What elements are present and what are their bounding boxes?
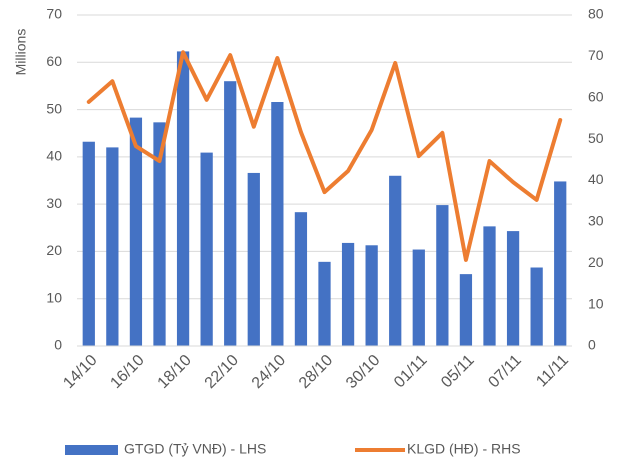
y-tick-label: 70 [46,6,62,22]
y-tick-label: 0 [54,337,62,353]
x-tick-label: 14/10 [60,352,100,392]
bar [459,274,473,346]
bar [412,249,425,346]
y2-tick-label: 60 [588,88,604,104]
bar [294,212,308,346]
bar [247,172,260,346]
y-tick-label: 50 [46,100,62,116]
bar [389,175,402,346]
y2-tick-label: 50 [588,130,604,146]
bar [200,152,213,346]
x-tick-label: 22/10 [202,352,242,392]
bar [82,141,95,346]
x-tick-label: 30/10 [343,352,383,392]
bar [106,147,119,346]
y-tick-label: 30 [46,195,62,211]
x-tick-label: 18/10 [155,352,195,392]
y2-tick-label: 20 [588,254,604,270]
line [86,50,563,262]
x-tick-label: 05/11 [438,352,478,392]
bar [483,226,496,346]
y2-tick-label: 10 [588,295,604,311]
bar [506,231,520,346]
bar [271,102,284,347]
y2-tick-label: 30 [588,213,604,229]
bar [153,122,166,347]
x-tick-label: 28/10 [296,352,336,392]
bar [554,181,567,346]
y-tick-label: 10 [46,289,62,305]
bar [129,117,143,346]
bar [341,242,355,346]
x-tick-label: 07/11 [485,352,525,392]
legend-swatch [65,445,118,455]
x-tick-label: 16/10 [107,352,147,392]
bar [530,267,543,346]
y2-tick-label: 70 [588,47,604,63]
y-axis-label: Millions [13,29,29,76]
x-tick-label: 01/11 [391,352,431,392]
legend-label: GTGD (Tỷ VNĐ) - LHS [124,441,266,457]
bar [436,205,449,346]
bar [176,51,190,346]
x-tick-label: 11/11 [533,352,572,391]
legend-label: KLGD (HĐ) - RHS [407,441,521,457]
y2-tick-label: 80 [588,6,604,22]
bar [224,81,237,346]
x-tick-label: 24/10 [249,352,289,392]
y2-tick-label: 40 [588,171,604,187]
y2-tick-label: 0 [588,337,596,353]
bar [365,245,378,346]
bar [318,261,331,346]
y-tick-label: 20 [46,242,62,258]
y-tick-label: 40 [46,148,62,164]
y-tick-label: 60 [46,53,62,69]
